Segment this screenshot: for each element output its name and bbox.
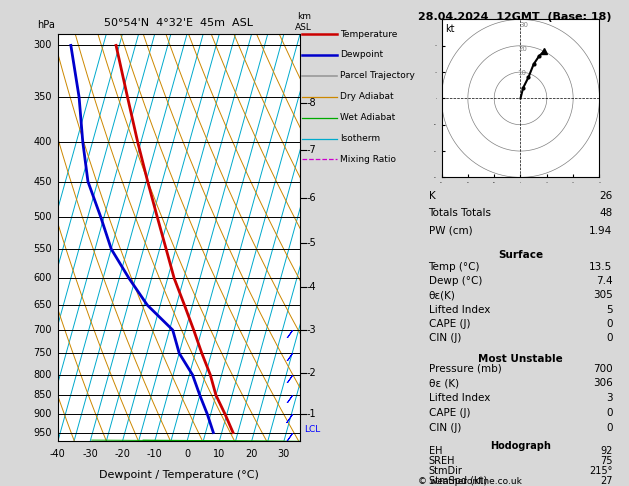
Text: 75: 75: [600, 456, 613, 466]
Text: Most Unstable: Most Unstable: [478, 354, 563, 364]
Text: K: K: [428, 191, 435, 201]
Text: Pressure (mb): Pressure (mb): [428, 364, 501, 374]
Text: 450: 450: [33, 176, 52, 187]
Text: 30: 30: [278, 450, 290, 459]
Text: PW (cm): PW (cm): [428, 226, 472, 236]
Text: StmSpd (kt): StmSpd (kt): [428, 476, 487, 486]
Text: -7: -7: [307, 145, 317, 156]
Text: -20: -20: [114, 450, 130, 459]
Text: 20: 20: [518, 46, 527, 52]
Text: -8: -8: [307, 98, 316, 108]
Text: CIN (J): CIN (J): [428, 423, 461, 433]
Text: Mixing Ratio: Mixing Ratio: [340, 155, 396, 164]
Text: 26: 26: [599, 191, 613, 201]
Text: 900: 900: [33, 409, 52, 419]
Text: θε(K): θε(K): [428, 290, 455, 300]
Text: CAPE (J): CAPE (J): [428, 319, 470, 329]
Text: 600: 600: [33, 273, 52, 283]
Text: 50°54'N  4°32'E  45m  ASL: 50°54'N 4°32'E 45m ASL: [104, 18, 253, 28]
Text: Temp (°C): Temp (°C): [428, 262, 480, 272]
Text: hPa: hPa: [37, 20, 55, 30]
Text: Totals Totals: Totals Totals: [428, 208, 491, 219]
Text: 750: 750: [33, 348, 52, 358]
Text: StmDir: StmDir: [428, 466, 462, 476]
Text: 300: 300: [33, 40, 52, 51]
Text: 305: 305: [593, 290, 613, 300]
Text: 700: 700: [593, 364, 613, 374]
Text: 27: 27: [600, 476, 613, 486]
Text: -10: -10: [147, 450, 163, 459]
Text: 92: 92: [600, 446, 613, 456]
Text: kt: kt: [445, 24, 454, 34]
Text: 13.5: 13.5: [589, 262, 613, 272]
Text: 350: 350: [33, 92, 52, 102]
Text: -3: -3: [307, 326, 316, 335]
Text: 950: 950: [33, 428, 52, 437]
Text: -5: -5: [307, 238, 317, 248]
Text: 0: 0: [606, 319, 613, 329]
Text: 800: 800: [33, 370, 52, 380]
Text: -2: -2: [307, 368, 317, 378]
Text: -30: -30: [82, 450, 98, 459]
Text: 30: 30: [519, 22, 528, 28]
Text: 850: 850: [33, 390, 52, 400]
Text: 215°: 215°: [589, 466, 613, 476]
Text: Dewpoint / Temperature (°C): Dewpoint / Temperature (°C): [99, 470, 259, 480]
Text: Hodograph: Hodograph: [490, 441, 551, 451]
Text: Wet Adiabat: Wet Adiabat: [340, 113, 395, 122]
Text: 7.4: 7.4: [596, 276, 613, 286]
Text: Surface: Surface: [498, 250, 543, 260]
Text: 5: 5: [606, 305, 613, 314]
Text: θε (K): θε (K): [428, 379, 459, 388]
Text: 0: 0: [606, 408, 613, 418]
Text: 0: 0: [606, 333, 613, 343]
Text: CAPE (J): CAPE (J): [428, 408, 470, 418]
Text: Lifted Index: Lifted Index: [428, 305, 490, 314]
Text: -1: -1: [307, 409, 316, 418]
Text: -6: -6: [307, 192, 316, 203]
Text: 10: 10: [517, 69, 526, 76]
Text: km
ASL: km ASL: [296, 12, 312, 32]
Text: Dry Adiabat: Dry Adiabat: [340, 92, 393, 101]
Text: 400: 400: [33, 137, 52, 147]
Text: Lifted Index: Lifted Index: [428, 393, 490, 403]
Text: Isotherm: Isotherm: [340, 134, 380, 143]
Text: 550: 550: [33, 244, 52, 254]
Text: Dewp (°C): Dewp (°C): [428, 276, 482, 286]
Text: -40: -40: [50, 450, 66, 459]
Text: Parcel Trajectory: Parcel Trajectory: [340, 71, 415, 80]
Text: 1.94: 1.94: [589, 226, 613, 236]
Text: -4: -4: [307, 282, 316, 292]
Text: Dewpoint: Dewpoint: [340, 51, 383, 59]
Text: SREH: SREH: [428, 456, 455, 466]
Text: 306: 306: [593, 379, 613, 388]
Text: 20: 20: [245, 450, 258, 459]
Text: 48: 48: [599, 208, 613, 219]
Text: LCL: LCL: [304, 424, 320, 434]
Text: 3: 3: [606, 393, 613, 403]
Text: 500: 500: [33, 212, 52, 222]
Text: 28.04.2024  12GMT  (Base: 18): 28.04.2024 12GMT (Base: 18): [418, 12, 612, 22]
Text: 10: 10: [213, 450, 225, 459]
Text: © weatheronline.co.uk: © weatheronline.co.uk: [418, 477, 522, 486]
Text: 0: 0: [606, 423, 613, 433]
Text: 700: 700: [33, 325, 52, 335]
Text: EH: EH: [428, 446, 442, 456]
Text: 0: 0: [184, 450, 190, 459]
Text: CIN (J): CIN (J): [428, 333, 461, 343]
Text: 650: 650: [33, 300, 52, 310]
Text: Temperature: Temperature: [340, 30, 397, 38]
